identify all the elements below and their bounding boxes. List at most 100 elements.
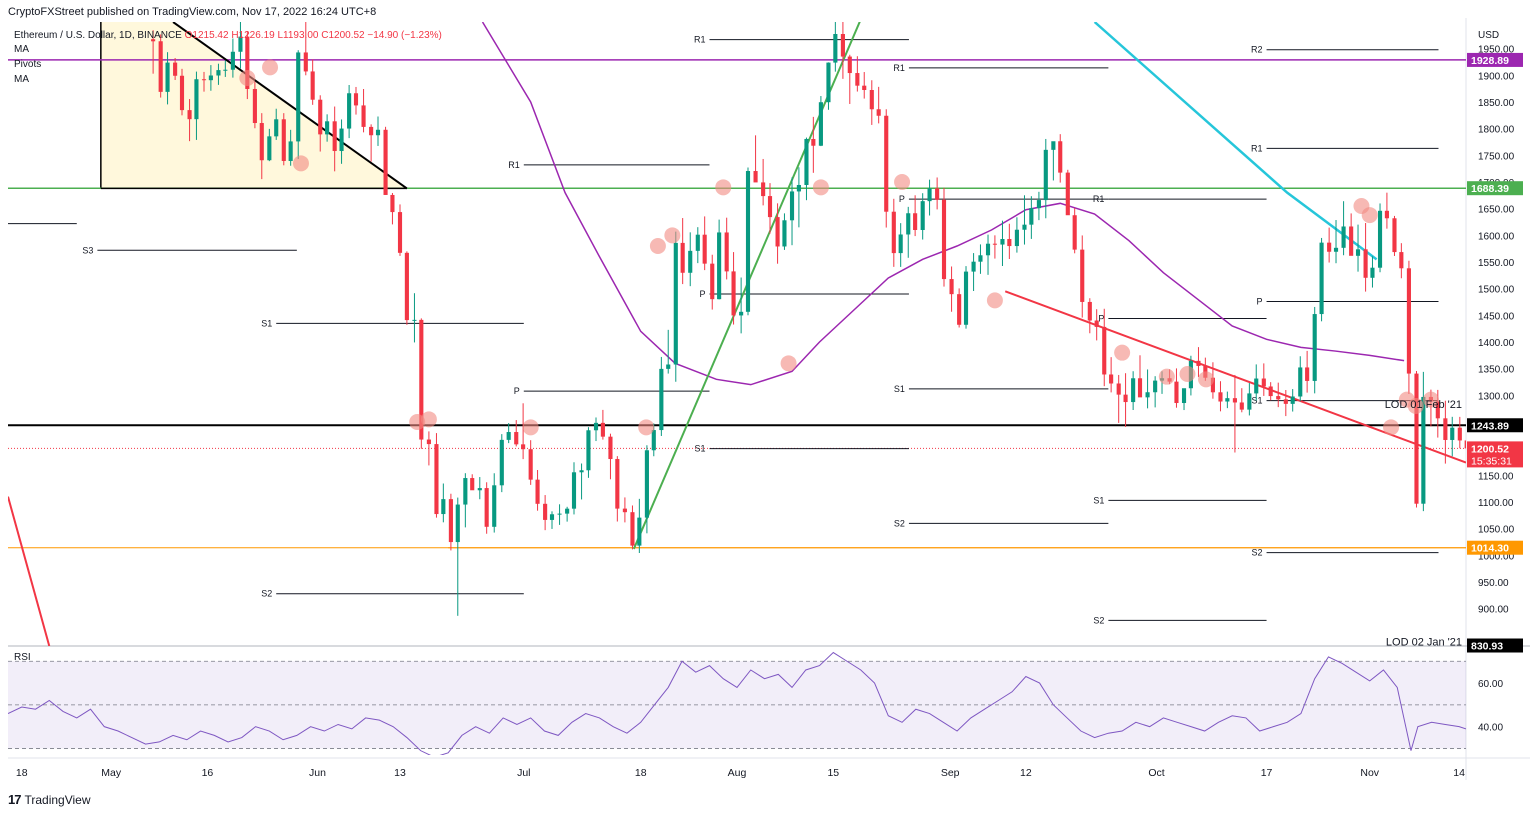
candle-body: [492, 485, 497, 527]
time-tick-label: May: [101, 767, 122, 779]
time-tick-label: 13: [394, 767, 406, 779]
candle-body: [1464, 440, 1466, 449]
candle-body: [179, 75, 185, 111]
candle-body: [361, 105, 366, 127]
time-tick-label: 16: [202, 767, 214, 779]
candle-body: [1022, 224, 1027, 230]
candle-body: [441, 499, 446, 515]
currency-label: USD: [1478, 30, 1499, 41]
candle-body: [898, 234, 903, 254]
pivot-label: S3: [82, 245, 93, 255]
pivot-label: S2: [261, 589, 272, 599]
candle-body: [412, 319, 417, 321]
candle-body: [1414, 373, 1419, 504]
price-badge-label: 830.93: [1471, 641, 1503, 653]
candle-body: [1210, 377, 1215, 393]
candle-body: [1036, 200, 1041, 209]
candle-body: [1094, 320, 1099, 327]
rsi-label: RSI: [14, 652, 31, 663]
candle-body: [680, 242, 685, 273]
price-pane: S3 S3 S1 S2 R1 P R1 P S1 R1 P S1 S2 R1 P S1 S2 R2 R1 P S1 S2: [8, 22, 1466, 646]
pivot-label: S2: [1093, 615, 1104, 625]
candle-body: [1319, 242, 1324, 315]
candle-body: [347, 93, 352, 129]
candle-body: [579, 470, 584, 473]
candle-body: [1123, 394, 1128, 403]
candle-body: [789, 191, 795, 221]
legend-pivots[interactable]: Pivots: [14, 59, 42, 70]
candle-body: [238, 36, 243, 52]
candle-body: [1377, 210, 1383, 268]
pivot-label: R1: [1251, 143, 1263, 153]
candle-body: [796, 184, 801, 192]
candle-body: [963, 271, 969, 325]
touch-point-circle: [1179, 366, 1196, 382]
candle-body: [339, 128, 344, 152]
touch-point-circle: [894, 174, 911, 190]
candle-body: [1225, 398, 1230, 402]
candle-body: [717, 232, 722, 300]
candle-body: [1087, 301, 1092, 321]
pivot-label: R2: [1251, 45, 1263, 55]
triangle-top: [172, 22, 408, 190]
legend-ma-2[interactable]: MA: [14, 74, 29, 85]
price-badge-label: 1014.30: [1471, 543, 1509, 555]
candle-body: [840, 34, 845, 57]
candle-body: [1283, 399, 1288, 404]
price-tick-label: 1900.00: [1478, 71, 1515, 82]
candle-body: [1349, 226, 1354, 256]
tradingview-footer: 17 TradingView: [8, 792, 91, 807]
candle-body: [847, 56, 852, 74]
candle-body: [1312, 314, 1317, 381]
candle-body: [949, 279, 954, 295]
candle-body: [775, 217, 780, 247]
lod-jan21-annotation: LOD 02 Jan '21: [1386, 637, 1462, 649]
candle-body: [1298, 367, 1303, 397]
candle-body: [1247, 393, 1252, 410]
price-tick-label: 1350.00: [1478, 365, 1515, 376]
candle-body: [1072, 215, 1077, 250]
candle-body: [230, 51, 235, 70]
candle-body: [644, 450, 649, 518]
candle-body: [194, 79, 199, 120]
candle-body: [477, 488, 482, 491]
ma-cyan: [1093, 22, 1378, 261]
pivot-label: P: [699, 289, 705, 299]
time-tick-label: 15: [827, 767, 839, 779]
lod-feb21-annotation: LOD 01 Feb '21: [1385, 399, 1462, 411]
touch-point-circle: [664, 227, 681, 244]
candle-body: [201, 79, 207, 81]
candle-body: [216, 70, 221, 76]
candle-body: [1341, 226, 1346, 248]
candle-body: [906, 213, 911, 235]
candle-body: [1196, 360, 1201, 366]
price-badge-label: 1928.89: [1471, 55, 1509, 67]
price-badge: [1467, 181, 1523, 196]
candle-body: [731, 271, 736, 316]
candle-body: [245, 36, 250, 89]
time-tick-label: Oct: [1148, 767, 1164, 779]
candle-body: [1435, 401, 1440, 419]
legend-ma-1[interactable]: MA: [14, 44, 29, 55]
candle-body: [455, 504, 460, 543]
candle-body: [303, 52, 308, 72]
candle-body: [593, 422, 599, 431]
candle-body: [666, 364, 671, 369]
candle-body: [151, 39, 156, 42]
candle-body: [745, 171, 751, 312]
touch-point-circle: [1198, 371, 1215, 388]
candle-body: [695, 234, 700, 251]
price-tick-label: 1950.00: [1478, 45, 1515, 56]
ohlc-values: O1215.42 H1226.19 L1193.00 C1200.52 −14.…: [184, 30, 442, 41]
candle-body: [1218, 392, 1223, 402]
candle-body: [876, 109, 881, 116]
price-badge: [1467, 638, 1523, 653]
candle-body: [1399, 252, 1404, 269]
candle-body: [941, 199, 947, 280]
candle-body: [1051, 141, 1056, 150]
candle-body: [1102, 326, 1107, 375]
candle-body: [971, 261, 976, 272]
candle-body: [1137, 378, 1143, 398]
candle-body: [818, 102, 823, 146]
